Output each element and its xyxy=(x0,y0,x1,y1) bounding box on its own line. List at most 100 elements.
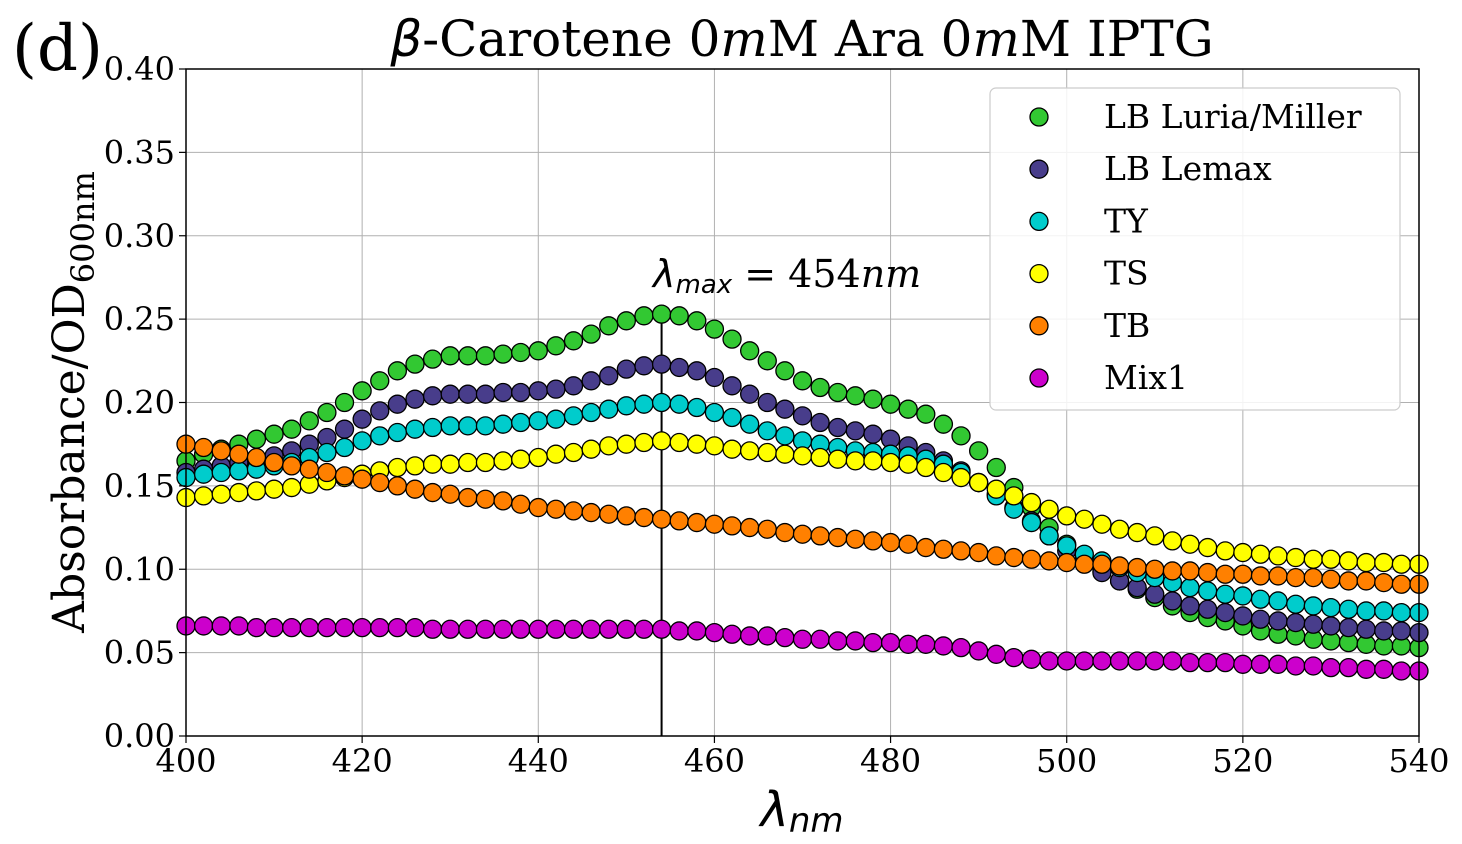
point-ty xyxy=(211,462,231,483)
point-ts xyxy=(651,431,672,451)
point-ty xyxy=(1356,601,1376,621)
point-ts xyxy=(1338,551,1359,571)
point-lb-lemax xyxy=(775,399,795,419)
point-lb-lemax xyxy=(669,357,689,378)
point-lb-lemax xyxy=(810,412,830,433)
point-tb xyxy=(634,507,654,528)
point-tb xyxy=(1391,574,1412,594)
point-ts xyxy=(511,449,531,469)
point-ty xyxy=(757,421,777,441)
point-lb-luria-miller xyxy=(387,361,408,381)
point-ty xyxy=(616,396,637,416)
point-lb-luria-miller xyxy=(775,361,795,381)
point-ty xyxy=(1057,536,1077,556)
y-axis-label-sub: 600nm xyxy=(64,171,102,283)
point-tb xyxy=(229,444,249,464)
point-ty xyxy=(740,414,760,434)
legend: LB Luria/Miller LB Lemax TY TS TB Mix1 xyxy=(989,87,1401,411)
point-tb xyxy=(1109,556,1130,576)
point-lb-luria-miller xyxy=(282,419,302,439)
point-ts xyxy=(1303,549,1323,569)
point-tb xyxy=(1321,569,1341,589)
point-ts xyxy=(475,452,496,473)
point-lb-lemax xyxy=(528,381,548,401)
point-lb-luria-miller xyxy=(563,331,584,351)
point-ts xyxy=(1391,554,1412,574)
point-mix1 xyxy=(1215,652,1235,673)
point-tb xyxy=(722,516,742,536)
point-lb-lemax xyxy=(634,356,654,376)
point-tb xyxy=(651,509,672,529)
point-mix1 xyxy=(933,636,954,656)
point-lb-luria-miller xyxy=(828,382,848,403)
point-tb xyxy=(775,522,795,543)
point-tb xyxy=(264,452,284,473)
point-mix1 xyxy=(722,624,742,644)
point-ts xyxy=(1127,522,1147,543)
point-ts xyxy=(458,452,478,473)
point-ty xyxy=(563,406,584,426)
point-ty xyxy=(1303,596,1323,616)
point-ty xyxy=(651,392,672,413)
panel-label: (d) xyxy=(12,12,103,86)
point-ty xyxy=(704,402,725,423)
point-ts xyxy=(863,451,883,471)
point-ty xyxy=(1233,586,1253,606)
point-tb xyxy=(916,537,936,558)
point-tb xyxy=(546,499,566,519)
point-ts xyxy=(528,447,548,468)
point-ts xyxy=(845,451,865,471)
point-lb-luria-miller xyxy=(493,344,513,364)
y-axis-label: Absorbance/OD600nm xyxy=(44,171,102,634)
y-tick-label: 0.25 xyxy=(104,300,175,338)
point-ts xyxy=(1268,546,1288,566)
legend-marker-tb xyxy=(1029,316,1049,336)
point-mix1 xyxy=(1145,651,1165,671)
point-ts xyxy=(282,477,302,498)
point-lb-luria-miller xyxy=(704,319,725,339)
point-mix1 xyxy=(1356,659,1376,679)
point-tb xyxy=(475,489,496,509)
chart-title-rest: -Carotene 0 xyxy=(422,10,720,68)
point-tb xyxy=(193,437,214,458)
point-mix1 xyxy=(387,617,408,638)
point-lb-lemax xyxy=(352,409,372,429)
point-lb-lemax xyxy=(458,384,478,404)
point-mix1 xyxy=(422,619,443,639)
point-ts xyxy=(1145,526,1165,546)
point-lb-lemax xyxy=(546,379,566,399)
point-ts xyxy=(880,452,901,473)
point-tb xyxy=(1286,567,1306,588)
point-mix1 xyxy=(1303,656,1323,676)
point-tb xyxy=(1145,559,1165,579)
point-tb xyxy=(669,511,689,531)
point-tb xyxy=(687,512,707,533)
point-ty xyxy=(1021,512,1042,533)
point-ty xyxy=(528,411,548,431)
point-ts xyxy=(193,486,214,506)
point-mix1 xyxy=(511,619,531,639)
legend-label-lb-lemax: LB Lemax xyxy=(1104,149,1272,188)
point-mix1 xyxy=(1109,651,1130,671)
point-tb xyxy=(405,479,425,499)
point-ty xyxy=(1250,589,1271,609)
point-tb xyxy=(810,526,830,546)
point-mix1 xyxy=(1321,657,1341,678)
x-tick-label: 420 xyxy=(332,742,393,780)
chart-title-m1: m xyxy=(720,10,767,68)
lambda-max-sub: max xyxy=(676,270,733,300)
point-mix1 xyxy=(1004,647,1024,668)
point-mix1 xyxy=(264,617,284,638)
point-tb xyxy=(1197,562,1218,583)
point-tb xyxy=(1374,572,1394,593)
point-lb-luria-miller xyxy=(599,316,619,336)
x-tick-label: 400 xyxy=(155,742,216,780)
point-mix1 xyxy=(1374,659,1394,679)
point-lb-lemax xyxy=(828,417,848,438)
legend-label-ts: TS xyxy=(1104,254,1149,293)
point-mix1 xyxy=(599,619,619,639)
point-lb-luria-miller xyxy=(475,346,496,366)
point-ty xyxy=(493,414,513,434)
point-lb-lemax xyxy=(704,367,725,388)
y-tick-label: 0.05 xyxy=(104,634,175,672)
